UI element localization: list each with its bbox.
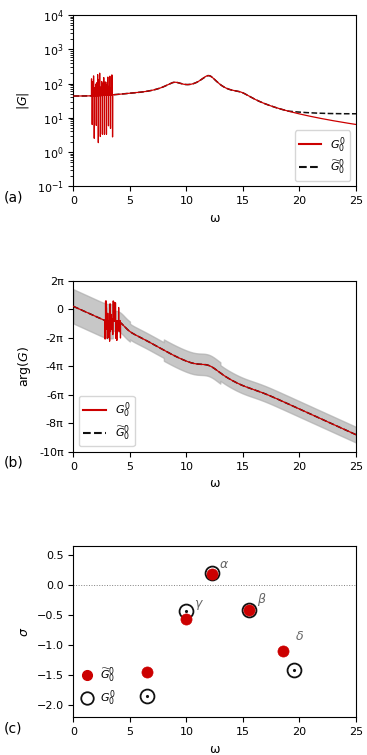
Y-axis label: $\arg(G)$: $\arg(G)$ [17,346,33,387]
Legend: $\widetilde{G}_0^0$, $G_0^0$: $\widetilde{G}_0^0$, $G_0^0$ [79,662,119,712]
Text: (c): (c) [4,721,22,735]
Text: α: α [219,558,228,571]
Y-axis label: $\sigma$: $\sigma$ [18,627,31,636]
Text: (a): (a) [4,190,23,204]
X-axis label: ω: ω [210,477,220,490]
Text: δ: δ [296,630,304,643]
Text: β: β [257,593,265,606]
X-axis label: ω: ω [210,742,220,755]
Text: (b): (b) [4,455,23,470]
Y-axis label: $|G|$: $|G|$ [15,91,31,110]
Legend: $G_0^0$, $\widetilde{G}_0^0$: $G_0^0$, $\widetilde{G}_0^0$ [295,131,350,180]
X-axis label: ω: ω [210,211,220,225]
Text: γ: γ [194,597,201,610]
Legend: $G_0^0$, $\widetilde{G}_0^0$: $G_0^0$, $\widetilde{G}_0^0$ [79,396,135,446]
